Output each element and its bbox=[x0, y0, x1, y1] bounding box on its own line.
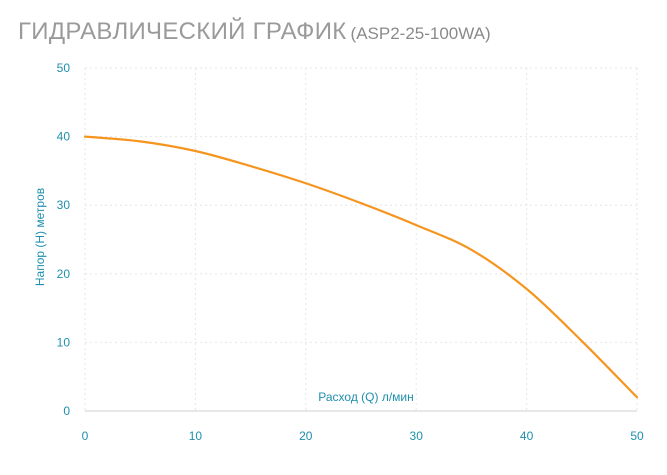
x-tick-label: 20 bbox=[299, 429, 313, 443]
x-tick-label: 40 bbox=[520, 429, 534, 443]
y-tick-label: 30 bbox=[57, 198, 71, 212]
chart-title-model: (ASP2-25-100WA) bbox=[350, 24, 491, 43]
y-tick-label: 10 bbox=[57, 335, 71, 349]
series-line bbox=[83, 135, 639, 399]
y-tick-label: 50 bbox=[57, 61, 71, 75]
x-tick-label: 0 bbox=[82, 429, 89, 443]
chart-title: ГИДРАВЛИЧЕСКИЙ ГРАФИК (ASP2-25-100WA) bbox=[18, 10, 491, 47]
grid-lines bbox=[84, 67, 638, 412]
x-tick-label: 10 bbox=[189, 429, 203, 443]
y-tick-label: 20 bbox=[57, 267, 71, 281]
y-tick-label: 0 bbox=[63, 404, 70, 418]
x-axis-label: Расход (Q) л/мин bbox=[318, 390, 413, 404]
series-layer bbox=[83, 135, 639, 399]
x-tick-label: 30 bbox=[410, 429, 424, 443]
x-tick-label: 50 bbox=[630, 429, 644, 443]
chart-title-main: ГИДРАВЛИЧЕСКИЙ ГРАФИК bbox=[18, 18, 347, 45]
y-axis-label: Напор (H) метров bbox=[33, 188, 47, 286]
y-tick-label: 40 bbox=[57, 130, 71, 144]
tick-labels: 0 10 20 30 40 50 0 10 20 30 40 50 bbox=[57, 61, 644, 443]
